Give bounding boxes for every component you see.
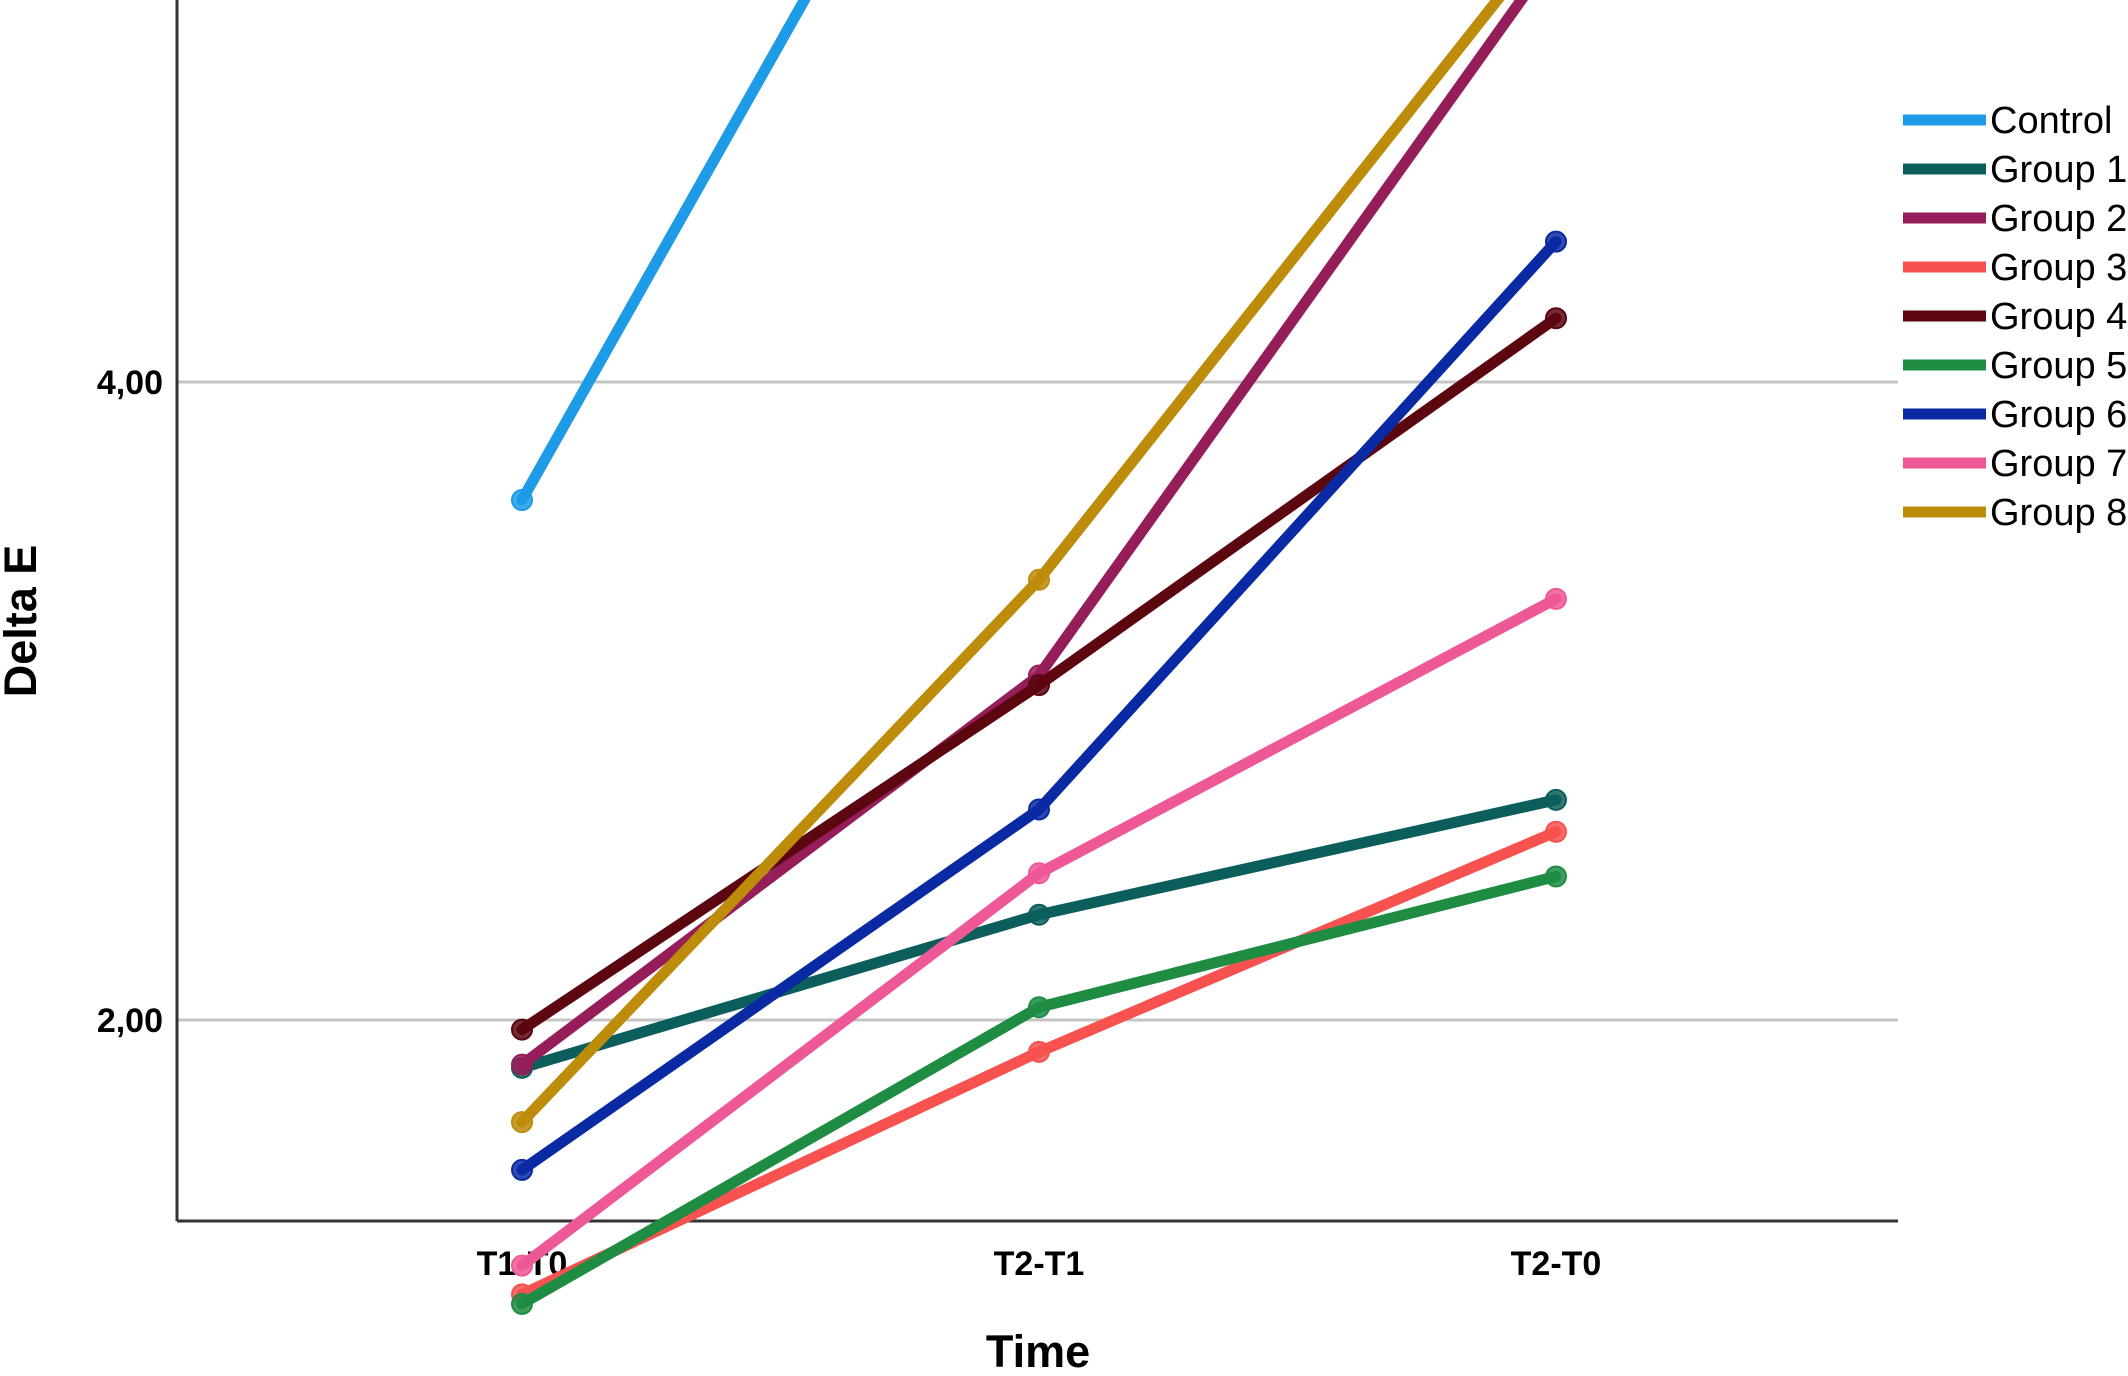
legend-label: Group 1: [1990, 149, 2127, 191]
data-point: [511, 1111, 533, 1134]
legend-label: Group 5: [1990, 345, 2127, 387]
data-point: [511, 1292, 533, 1315]
x-axis-title: Time: [986, 1326, 1090, 1371]
data-point: [1545, 230, 1567, 253]
data-point: [1545, 587, 1567, 610]
legend-label: Control: [1990, 100, 2113, 142]
data-point: [1028, 674, 1050, 697]
gridlines: [177, 380, 1898, 1022]
series-line: [516, 870, 1562, 1310]
legend-item: Group 1: [1903, 149, 2127, 191]
legend-item: Group 4: [1903, 296, 2127, 338]
legend-label: Group 7: [1990, 443, 2127, 485]
legend-item: Group 3: [1903, 247, 2127, 289]
y-axis-title: Delta E: [0, 545, 46, 698]
series-group-8: [511, 0, 1505, 1134]
legend-item: Group 2: [1903, 198, 2127, 240]
data-point: [1028, 568, 1050, 591]
series-line: [516, 0, 811, 506]
y-tick-label: 2,00: [97, 1002, 163, 1040]
series-line: [516, 794, 1562, 1074]
legend-label: Group 4: [1990, 296, 2127, 338]
data-point: [511, 1158, 533, 1181]
legend-label: Group 6: [1990, 394, 2127, 436]
series-group-6: [511, 230, 1567, 1181]
legend-item: Group 8: [1903, 492, 2127, 534]
x-tick-label: T2-T1: [994, 1245, 1085, 1283]
data-point: [1545, 820, 1567, 843]
data-point: [1028, 996, 1050, 1019]
legend-item: Group 7: [1903, 443, 2127, 485]
legend-label: Group 3: [1990, 247, 2127, 289]
legend-item: Control: [1903, 100, 2113, 142]
y-tick-label: 4,00: [97, 364, 163, 402]
series-control: [511, 0, 811, 512]
legend-item: Group 6: [1903, 394, 2127, 436]
data-point: [1545, 788, 1567, 811]
series-group-5: [511, 865, 1567, 1315]
series-group-7: [511, 587, 1567, 1277]
legend-label: Group 8: [1990, 492, 2127, 534]
data-point: [1545, 865, 1567, 888]
series-lines: [511, 0, 1567, 1315]
x-tick-label: T2-T0: [1511, 1245, 1602, 1283]
data-point: [511, 489, 533, 512]
series-group-4: [511, 307, 1567, 1041]
data-point: [511, 1018, 533, 1041]
legend: Control Group 1 Group 2 Group 3 Group 4 Group…: [1903, 100, 2127, 534]
data-point: [1028, 903, 1050, 926]
data-point: [1028, 798, 1050, 821]
data-point: [511, 1053, 533, 1076]
data-point: [511, 1254, 533, 1277]
data-point: [1028, 862, 1050, 885]
legend-label: Group 2: [1990, 198, 2127, 240]
legend-item: Group 5: [1903, 345, 2127, 387]
data-point: [1545, 307, 1567, 330]
data-point: [1028, 1040, 1050, 1063]
